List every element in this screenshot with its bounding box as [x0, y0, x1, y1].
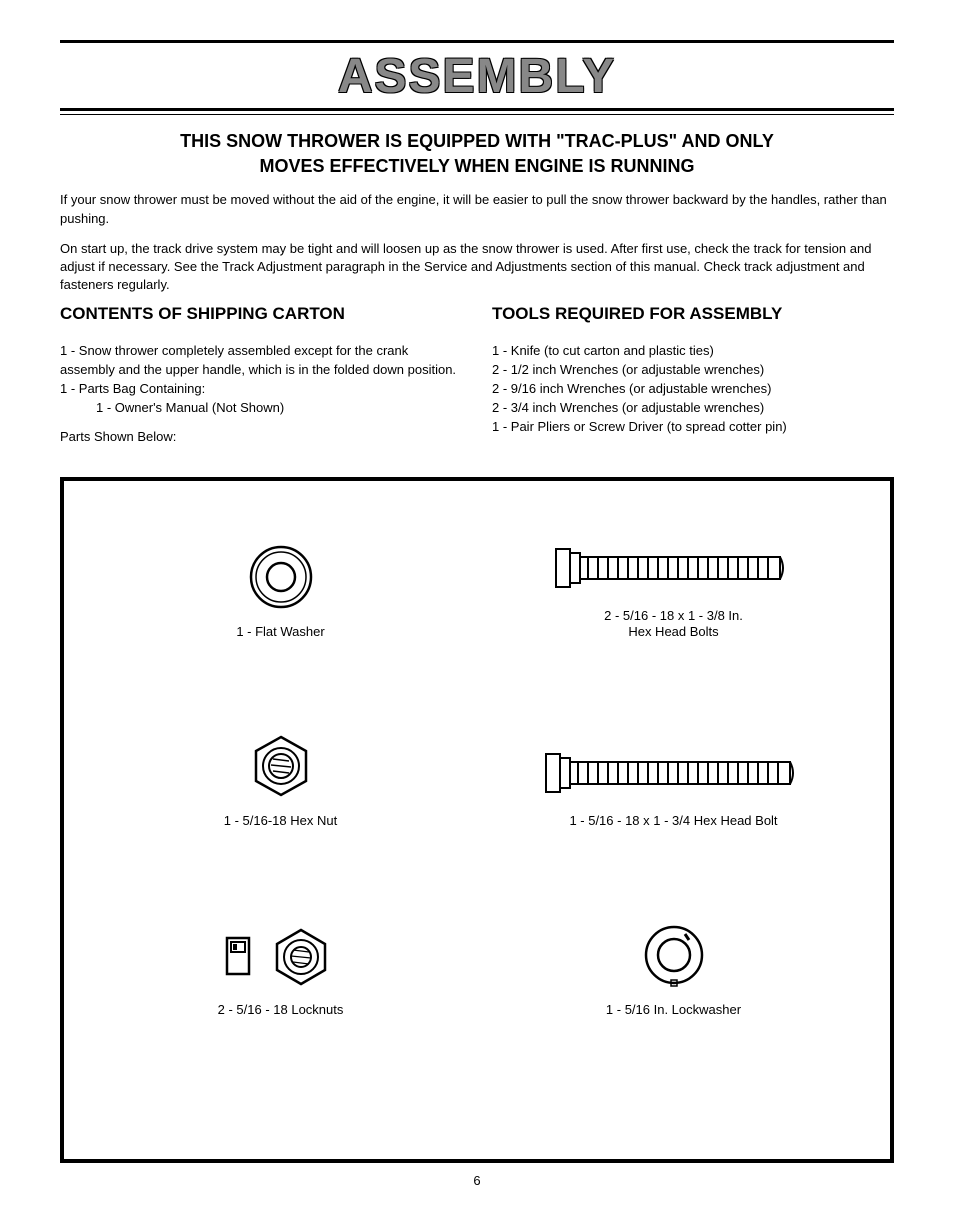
hex-bolt-long-icon [544, 746, 804, 801]
intro-paragraph-2: On start up, the track drive system may … [60, 240, 894, 295]
part-flat-washer: 1 - Flat Washer [104, 541, 457, 642]
tools-item: 2 - 9/16 inch Wrenches (or adjustable wr… [492, 380, 894, 399]
contents-heading: CONTENTS OF SHIPPING CARTON [60, 304, 462, 324]
part-label: 1 - 5/16 In. Lockwasher [606, 1002, 741, 1019]
part-hex-bolt-1375: 2 - 5/16 - 18 x 1 - 3/8 In. Hex Head Bol… [497, 541, 850, 642]
locknuts-icon [221, 920, 341, 990]
intro-paragraph-1: If your snow thrower must be moved witho… [60, 191, 894, 227]
hex-bolt-icon [554, 541, 794, 596]
part-locknuts: 2 - 5/16 - 18 Locknuts [104, 920, 457, 1019]
tools-item: 1 - Knife (to cut carton and plastic tie… [492, 342, 894, 361]
contents-line-1: 1 - Snow thrower completely assembled ex… [60, 342, 462, 380]
page-title: ASSEMBLY [60, 49, 894, 104]
tools-item: 2 - 3/4 inch Wrenches (or adjustable wre… [492, 399, 894, 418]
tools-heading: TOOLS REQUIRED FOR ASSEMBLY [492, 304, 894, 324]
subtitle-line-1: THIS SNOW THROWER IS EQUIPPED WITH "TRAC… [60, 129, 894, 154]
rule-top-thick [60, 40, 894, 43]
contents-line-2-sub: 1 - Owner's Manual (Not Shown) [60, 399, 462, 418]
rule-under-title-thin [60, 114, 894, 115]
hex-nut-icon [246, 731, 316, 801]
part-hex-bolt-175: 1 - 5/16 - 18 x 1 - 3/4 Hex Head Bolt [497, 731, 850, 830]
part-hex-nut: 1 - 5/16-18 Hex Nut [104, 731, 457, 830]
lockwasher-icon [639, 920, 709, 990]
part-lockwasher: 1 - 5/16 In. Lockwasher [497, 920, 850, 1019]
part-label: 1 - Flat Washer [236, 624, 324, 641]
part-label: 1 - 5/16 - 18 x 1 - 3/4 Hex Head Bolt [569, 813, 777, 830]
contents-line-2: 1 - Parts Bag Containing: [60, 380, 462, 399]
subtitle-line-2: MOVES EFFECTIVELY WHEN ENGINE IS RUNNING [60, 154, 894, 179]
contents-line-3: Parts Shown Below: [60, 428, 462, 447]
part-label: 1 - 5/16-18 Hex Nut [224, 813, 337, 830]
flat-washer-icon [246, 542, 316, 612]
tools-item: 1 - Pair Pliers or Screw Driver (to spre… [492, 418, 894, 437]
tools-item: 2 - 1/2 inch Wrenches (or adjustable wre… [492, 361, 894, 380]
parts-diagram-box: 1 - Flat Washer [60, 477, 894, 1164]
page-number: 6 [60, 1173, 894, 1188]
part-label: 2 - 5/16 - 18 x 1 - 3/8 In. Hex Head Bol… [604, 608, 743, 642]
part-label: 2 - 5/16 - 18 Locknuts [218, 1002, 344, 1019]
